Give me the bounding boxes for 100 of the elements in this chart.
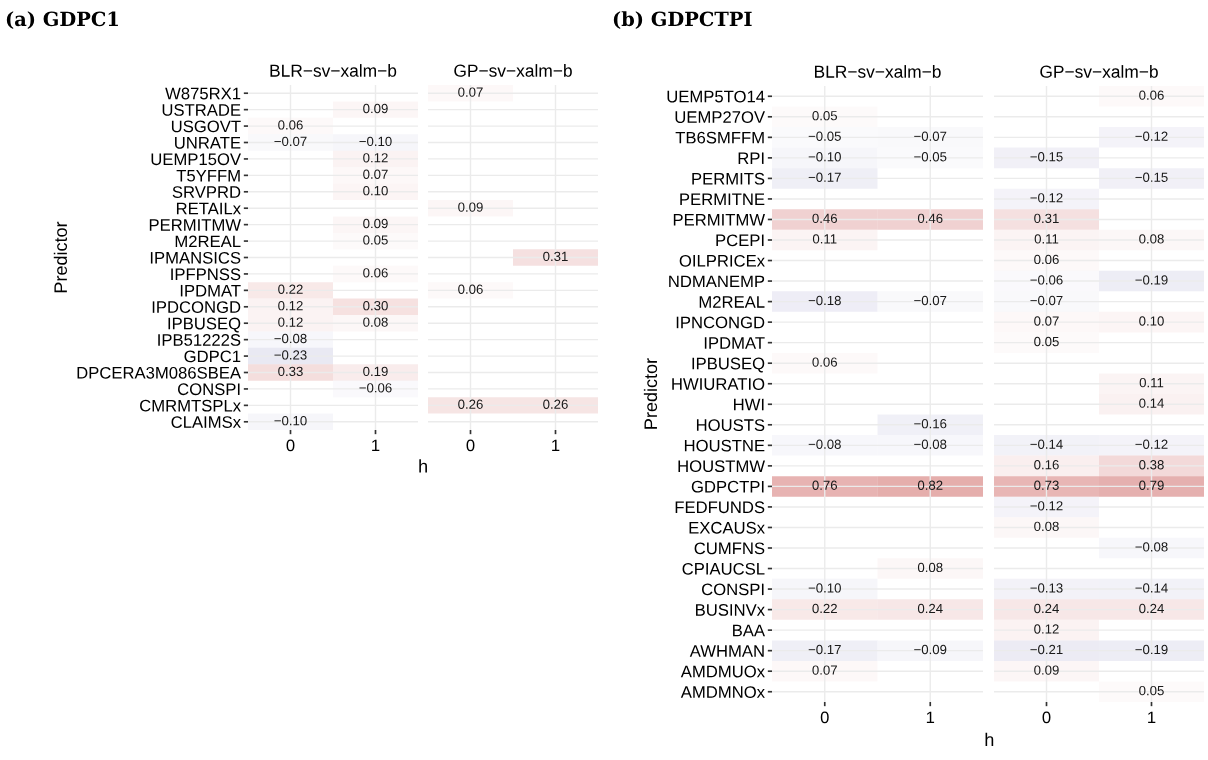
data-label: 0.08	[1139, 234, 1164, 244]
data-label: −0.07	[1030, 295, 1063, 306]
y-axis-title: Predictor	[643, 358, 658, 429]
y-tick-label: BAA	[733, 624, 766, 637]
y-tick-label: UEMP5TO14	[667, 90, 765, 103]
x-tick-label: 0	[820, 711, 829, 724]
y-tick-label: PERMITMW	[673, 214, 765, 226]
x-tick-label: 0	[286, 439, 295, 452]
data-label: −0.15	[1030, 152, 1063, 162]
data-label: 0.12	[363, 153, 388, 163]
chart-title: (b) GDPCTPI	[613, 11, 752, 29]
data-label: −0.19	[1135, 644, 1168, 655]
data-label: −0.13	[1030, 583, 1063, 593]
y-tick-label: IPDMAT	[704, 337, 765, 349]
chart-subtitle: BLR−sv−xalm−b	[270, 64, 397, 77]
y-tick-label: AWHMAN	[689, 645, 764, 657]
x-tick-label: 1	[1148, 711, 1156, 724]
data-label: 0.76	[812, 480, 838, 490]
data-label: −0.12	[1030, 193, 1063, 203]
y-tick-label: NDMANEMP	[669, 275, 765, 288]
y-tick-label: SRVPRD	[172, 186, 241, 198]
y-tick-label: CUMFNS	[694, 542, 765, 555]
data-label: −0.15	[1135, 172, 1168, 182]
y-tick-label: IPDCONGD	[152, 301, 241, 313]
data-label: −0.12	[1030, 501, 1063, 511]
y-tick-label: USGOVT	[171, 120, 241, 133]
data-label: 0.08	[917, 562, 943, 573]
y-tick-label: M2REAL	[175, 235, 241, 248]
data-label: 0.05	[1139, 685, 1164, 696]
y-tick-label: IPB51222S	[158, 334, 241, 346]
data-label: 0.24	[917, 603, 943, 614]
data-label: 0.11	[1139, 377, 1164, 388]
y-tick-label: M2REAL	[699, 296, 765, 308]
data-label: −0.08	[808, 439, 841, 449]
data-label: 0.22	[812, 603, 837, 614]
data-label: 0.09	[458, 202, 483, 212]
data-label: 0.09	[363, 103, 388, 114]
data-label: 0.06	[458, 284, 483, 294]
data-label: −0.08	[1135, 542, 1168, 552]
data-label: −0.07	[274, 136, 307, 147]
y-tick-label: HOUSTS	[696, 419, 765, 431]
data-label: 0.06	[363, 268, 388, 278]
y-tick-label: IPDMAT	[180, 284, 241, 297]
y-tick-label: PERMITMW	[149, 219, 241, 231]
y-tick-label: TB6SMFFM	[675, 131, 764, 144]
data-label: 0.73	[1034, 480, 1059, 490]
data-label: −0.09	[914, 644, 947, 655]
data-label: 0.05	[363, 235, 388, 245]
y-tick-label: BUSINVx	[696, 604, 765, 616]
chart-subtitle: GP−sv−xalm−b	[1040, 65, 1158, 78]
data-label: −0.08	[914, 439, 947, 449]
y-tick-label: T5YFFM	[176, 169, 240, 182]
y-tick-label: AMDMNOx	[680, 686, 765, 698]
data-label: 0.19	[363, 366, 388, 377]
data-label: 0.31	[543, 251, 568, 262]
data-label: 0.16	[1034, 460, 1059, 470]
data-label: 0.46	[917, 213, 943, 224]
y-tick-label: CMRMTSPLx	[140, 399, 241, 412]
data-label: 0.09	[363, 218, 388, 229]
data-label: 0.33	[278, 366, 303, 377]
data-label: 0.08	[1034, 521, 1059, 532]
data-label: 0.30	[363, 300, 388, 311]
data-label: −0.07	[914, 295, 947, 306]
y-tick-label: HOUSTMW	[678, 460, 765, 473]
data-label: 0.22	[278, 284, 303, 294]
y-tick-label: UEMP27OV	[675, 111, 765, 123]
y-tick-label: IPFPNSS	[171, 268, 241, 281]
x-axis-title: h	[985, 732, 994, 746]
data-label: −0.18	[808, 295, 841, 306]
y-tick-label: PERMITS	[692, 172, 765, 185]
data-label: 0.10	[1139, 316, 1164, 326]
data-label: −0.21	[1030, 644, 1063, 655]
data-label: 0.05	[812, 111, 838, 121]
data-label: −0.10	[808, 583, 841, 593]
data-label: −0.06	[359, 383, 392, 393]
data-label: 0.07	[1034, 316, 1059, 326]
y-tick-label: UNRATE	[175, 137, 241, 149]
x-tick-label: 0	[1042, 711, 1051, 724]
data-label: −0.14	[1030, 439, 1063, 449]
y-tick-label: IPNCONGD	[676, 316, 765, 329]
data-label: 0.38	[1139, 460, 1164, 470]
y-tick-label: CONSPI	[178, 383, 240, 396]
data-label: −0.16	[914, 419, 947, 429]
y-tick-label: CONSPI	[702, 583, 764, 596]
data-label: 0.79	[1139, 480, 1164, 490]
data-label: −0.10	[808, 152, 841, 162]
data-label: 0.06	[1139, 90, 1164, 100]
data-label: 0.12	[278, 317, 303, 327]
y-tick-label: RETAILx	[176, 202, 241, 215]
y-tick-label: CLAIMSx	[171, 416, 241, 428]
y-tick-label: IPBUSEQ	[692, 357, 765, 373]
data-label: −0.14	[1135, 583, 1168, 593]
data-label: 0.05	[1034, 336, 1059, 347]
data-label: 0.09	[1034, 665, 1059, 675]
data-label: −0.06	[1030, 275, 1063, 285]
y-tick-label: GDPCTPI	[691, 480, 764, 493]
y-tick-label: HWI	[734, 398, 764, 411]
y-tick-label: RPI	[738, 152, 764, 164]
data-label: 0.07	[363, 169, 388, 179]
x-tick-label: 0	[466, 439, 475, 452]
